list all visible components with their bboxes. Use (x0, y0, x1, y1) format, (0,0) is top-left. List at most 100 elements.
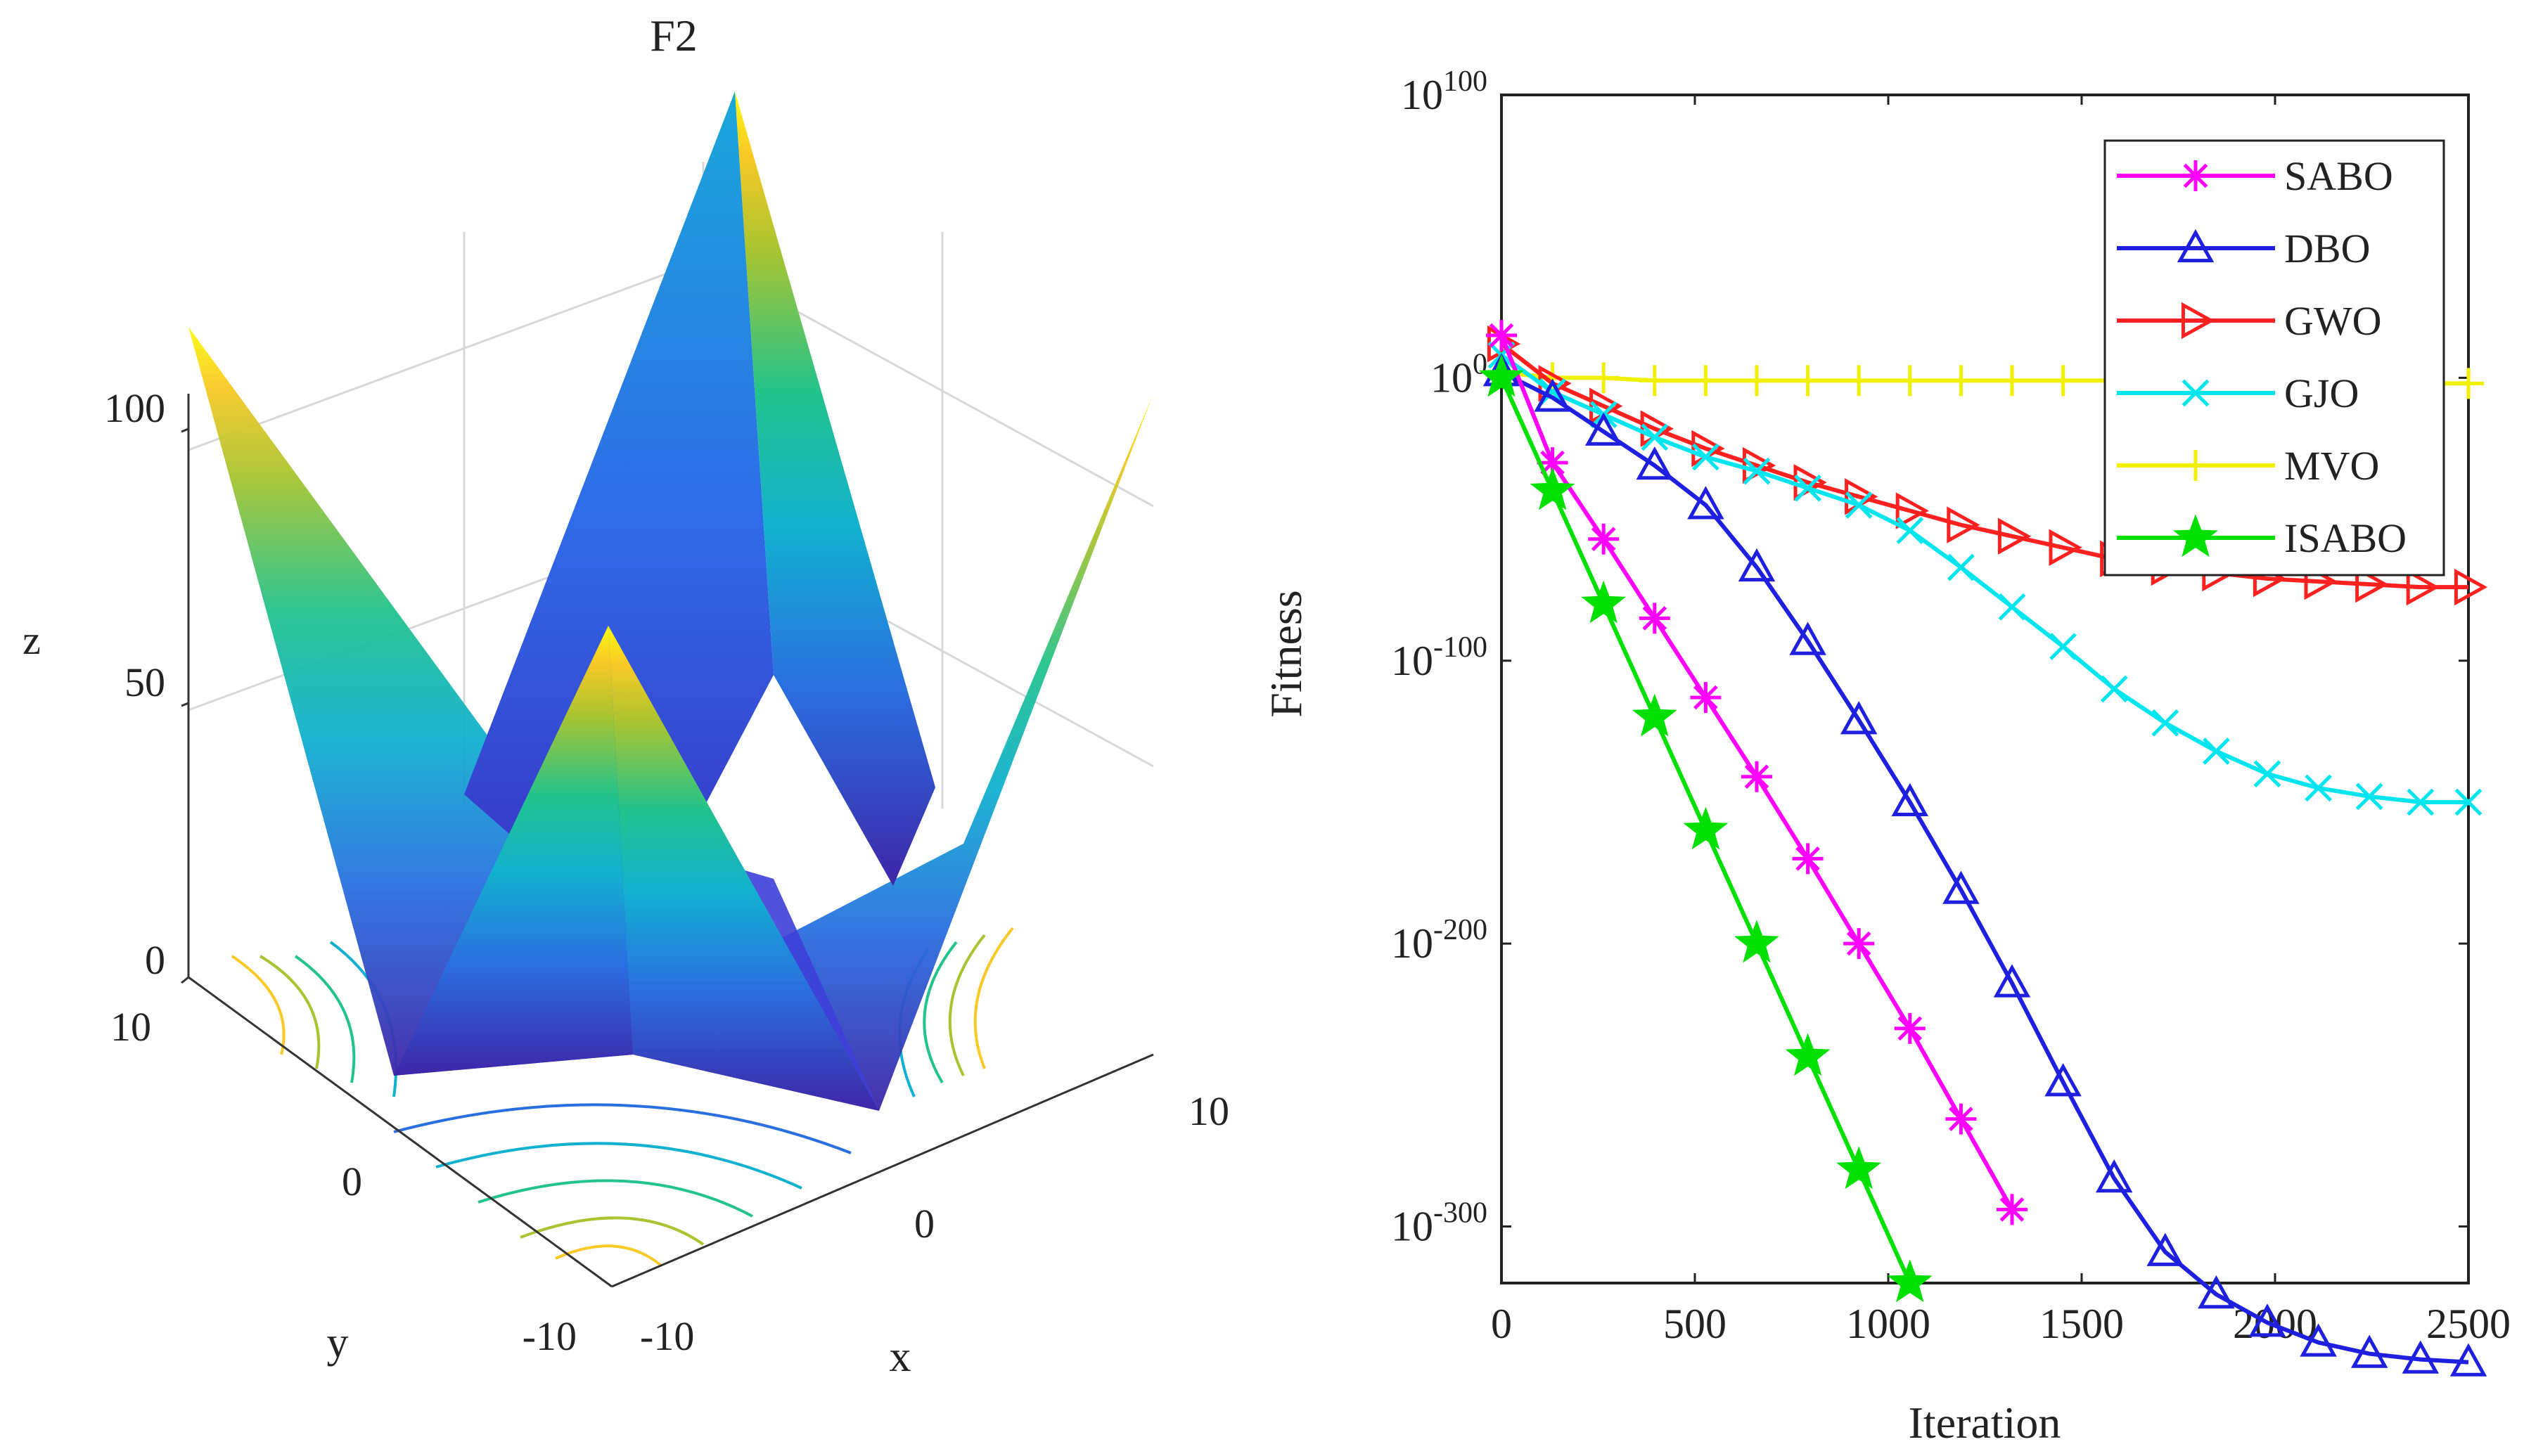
point-mvo-7 (1843, 365, 1875, 397)
y-axis-label: y (327, 1319, 349, 1367)
point-isabo-2 (1581, 580, 1627, 624)
point-mvo-19 (2453, 368, 2484, 399)
contour-line-11 (520, 1216, 705, 1246)
point-dbo-18 (2402, 1340, 2440, 1374)
point-gjo-4 (1692, 443, 1719, 471)
point-mvo-9 (1945, 365, 1977, 397)
point-dbo-4 (1687, 486, 1724, 520)
x-tick-10: 10 (1189, 1088, 1229, 1134)
point-gwo-17 (2355, 565, 2389, 603)
point-isabo-0 (1479, 354, 1524, 397)
surface-face-back-peak (735, 91, 935, 886)
x-tick-label-3: 1500 (2039, 1301, 2124, 1347)
point-mvo-6 (1792, 365, 1824, 397)
point-gjo-6 (1794, 474, 1821, 502)
legend-marker-sabo (2180, 160, 2211, 191)
legend-marker-gjo (2182, 379, 2210, 407)
point-gjo-10 (1998, 593, 2026, 621)
legend-marker-dbo (2177, 228, 2215, 263)
point-dbo-3 (1636, 446, 1674, 480)
legend-label-gjo: GJO (2284, 371, 2359, 416)
y-axis-label-fitness: Fitness (1261, 590, 1311, 717)
y-tick-0: 0 (342, 1159, 362, 1204)
plot-frame (1500, 94, 2470, 1284)
point-sabo-9 (1945, 1103, 1977, 1135)
point-dbo-13 (2146, 1232, 2184, 1266)
x-tick-0: 0 (914, 1201, 935, 1246)
point-sabo-3 (1639, 603, 1670, 634)
surface-axes (181, 394, 1154, 1288)
z-axis-label: z (23, 617, 41, 663)
point-gjo-3 (1641, 423, 1669, 451)
legend-marker-gwo (2181, 302, 2215, 340)
point-gjo-19 (2454, 788, 2483, 816)
contour-line-8 (393, 1103, 852, 1154)
point-gwo-9 (1947, 506, 1980, 543)
point-dbo-10 (1993, 964, 2031, 998)
convergence-plot: 10100 100 10-100 10-200 10-300 0 500 1000 1500 2… (1261, 65, 2511, 1448)
y-ticks: 10100 100 10-100 10-200 10-300 (1391, 65, 2468, 1250)
point-dbo-16 (2300, 1323, 2337, 1357)
point-gjo-11 (2049, 633, 2077, 661)
point-dbo-7 (1840, 701, 1878, 735)
legend-label-gwo: GWO (2284, 298, 2382, 344)
point-mvo-2 (1588, 362, 1620, 394)
contour-line-9 (435, 1142, 802, 1190)
x-tick-label-0: 0 (1491, 1301, 1512, 1347)
contour-line-12 (555, 1244, 662, 1267)
x-tick-minus10: -10 (640, 1313, 694, 1359)
point-isabo-3 (1632, 693, 1677, 737)
contour-line-5 (948, 934, 986, 1076)
point-gwo-19 (2454, 568, 2488, 606)
point-isabo-4 (1683, 806, 1729, 850)
point-dbo-14 (2198, 1275, 2235, 1309)
legend-label-sabo: SABO (2284, 153, 2393, 199)
point-gwo-8 (1895, 492, 1929, 529)
legend-label-isabo: ISABO (2284, 515, 2407, 561)
point-sabo-2 (1588, 523, 1620, 555)
point-mvo-11 (2047, 365, 2079, 397)
legend-marker-isabo (2173, 514, 2218, 558)
y-tick-label-1: 100 (1430, 348, 1487, 401)
y-tick-label-3: 10-200 (1391, 914, 1487, 967)
point-isabo-6 (1785, 1033, 1831, 1076)
contour-line-1 (259, 955, 321, 1069)
point-isabo-5 (1734, 920, 1779, 963)
contour-line-2 (294, 955, 356, 1083)
point-dbo-15 (2248, 1303, 2286, 1337)
surface-face-front-left (394, 626, 633, 1076)
surface-title: F2 (650, 11, 698, 60)
legend-box (2103, 139, 2445, 576)
point-mvo-5 (1741, 365, 1772, 397)
point-dbo-19 (2449, 1343, 2487, 1377)
point-gwo-11 (2049, 529, 2082, 567)
z-tick-0: 0 (145, 937, 165, 983)
point-dbo-12 (2095, 1159, 2133, 1193)
point-gjo-15 (2253, 760, 2281, 788)
contour-line-10 (478, 1179, 753, 1218)
point-dbo-8 (1891, 782, 1929, 817)
point-mvo-4 (1690, 365, 1722, 397)
point-sabo-0 (1486, 320, 1517, 352)
y-tick-label-4: 10-300 (1391, 1197, 1487, 1250)
contour-line-0 (231, 955, 286, 1055)
point-gjo-14 (2203, 737, 2230, 765)
x-tick-label-1: 500 (1663, 1301, 1727, 1347)
legend-label-dbo: DBO (2284, 226, 2370, 271)
point-isabo-1 (1530, 467, 1575, 510)
y-tick-10: 10 (110, 1004, 151, 1050)
point-gjo-17 (2355, 782, 2383, 811)
point-sabo-10 (1997, 1194, 2027, 1225)
point-sabo-6 (1792, 843, 1824, 875)
surface-plot: F2 (23, 11, 1229, 1381)
contour-line-4 (973, 927, 1014, 1069)
point-gjo-7 (1845, 491, 1873, 519)
surface-face-back-left (464, 91, 774, 942)
surface-mesh (188, 91, 1153, 1111)
point-gjo-13 (2151, 709, 2179, 737)
legend-marker-mvo (2180, 450, 2211, 481)
point-sabo-5 (1741, 761, 1772, 792)
surface-face-front-right (608, 626, 879, 1111)
point-sabo-4 (1690, 682, 1722, 714)
